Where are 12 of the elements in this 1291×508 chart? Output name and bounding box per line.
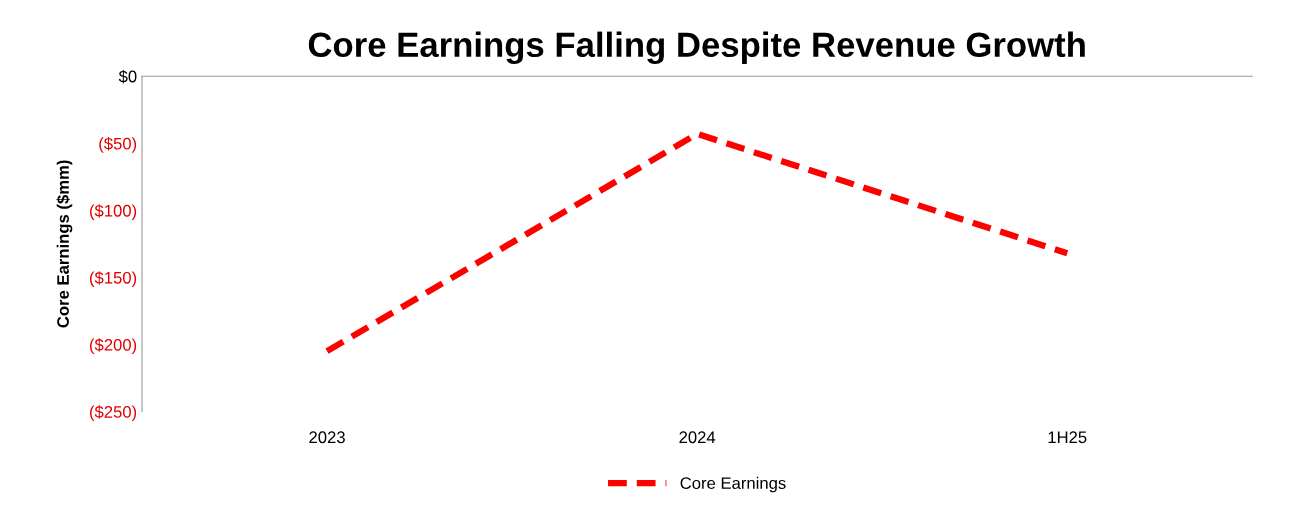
- y-tick-label: ($50): [99, 137, 137, 153]
- y-tick-label: $0: [118, 69, 137, 84]
- chart-title: Core Earnings Falling Despite Revenue Growth: [308, 31, 1085, 65]
- legend-label: Core Earnings: [680, 476, 786, 493]
- y-tick-label: ($250): [90, 405, 137, 422]
- y-tick-label: ($100): [90, 204, 137, 220]
- x-tick-label: 2023: [309, 431, 345, 444]
- y-axis-title: Core Earnings ($mm): [56, 160, 73, 328]
- x-tick-label: 1H25: [1048, 431, 1087, 444]
- x-tick-label: 2024: [679, 431, 716, 444]
- y-tick-label: ($150): [90, 271, 137, 287]
- y-tick-label: ($200): [90, 338, 137, 355]
